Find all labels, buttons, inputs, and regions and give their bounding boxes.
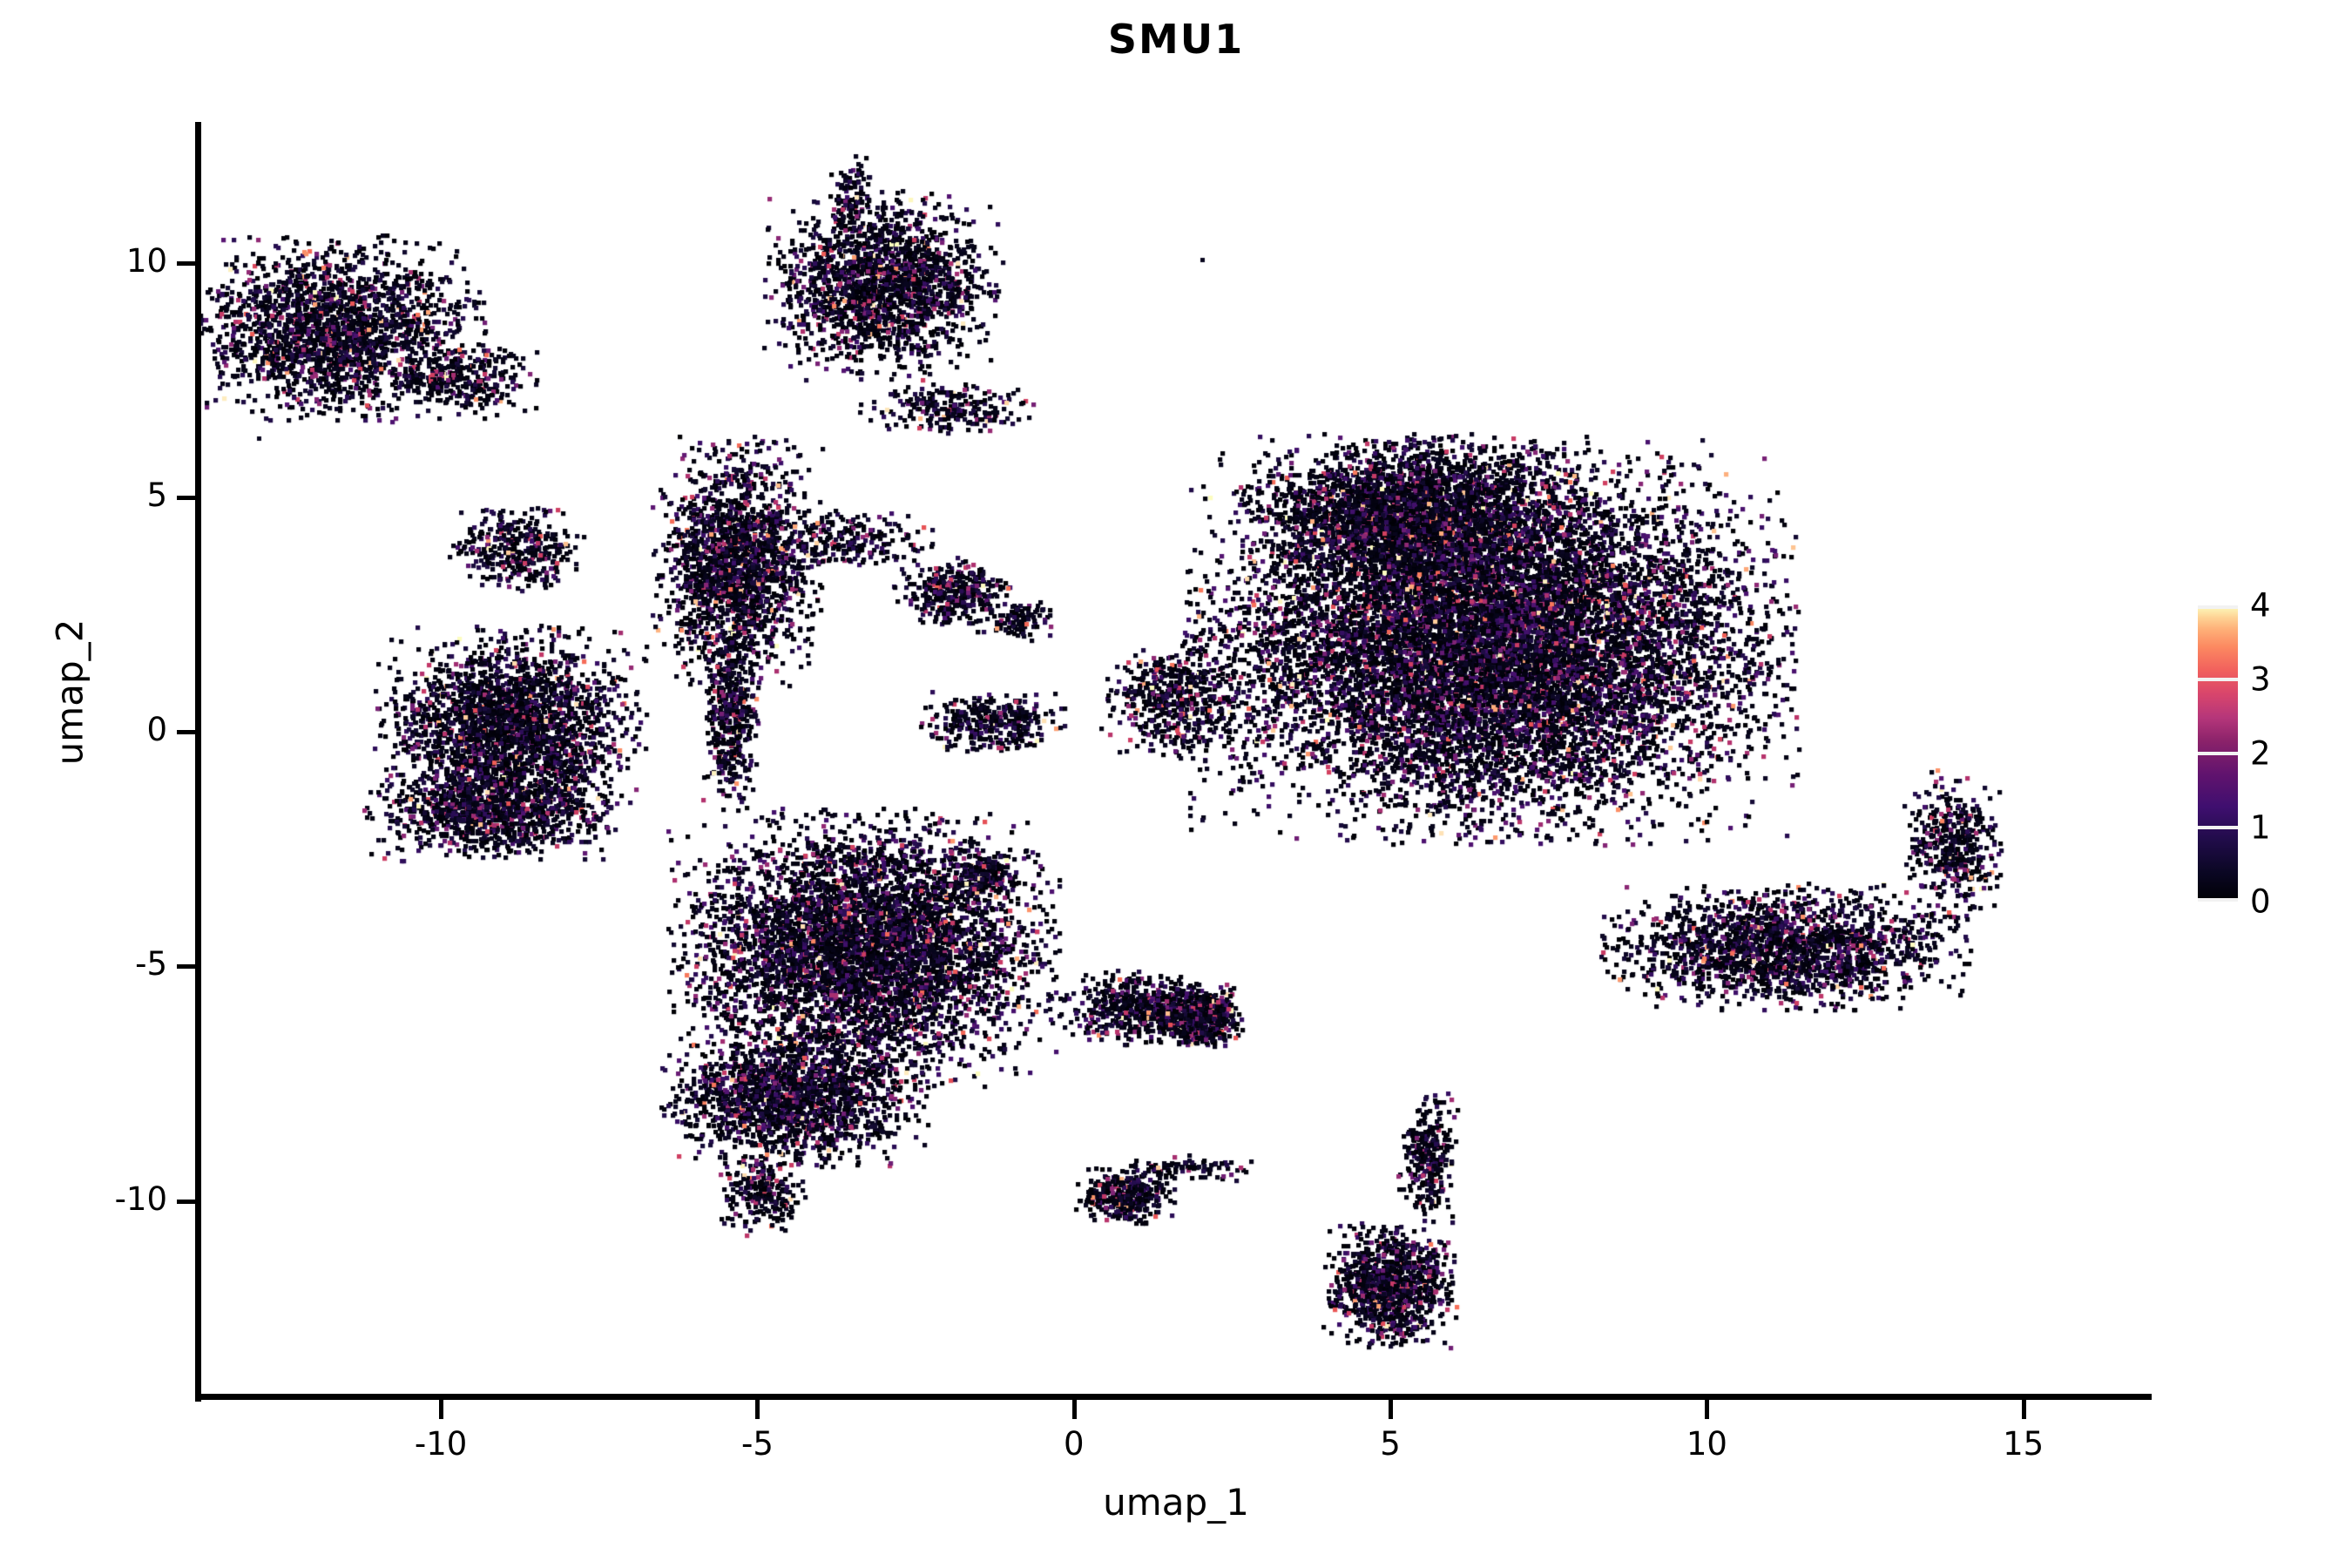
x-axis-label: umap_1 — [1103, 1481, 1249, 1524]
colorbar-tick-label: 2 — [2250, 734, 2271, 773]
y-tick-mark — [177, 964, 196, 970]
colorbar-tick-mark — [2198, 898, 2238, 902]
y-tick-label: 0 — [146, 711, 167, 749]
x-tick-label: -5 — [740, 1425, 774, 1463]
y-tick-label: -10 — [114, 1179, 167, 1218]
y-tick-label: 5 — [146, 476, 167, 514]
colorbar-tick-mark — [2198, 678, 2238, 681]
x-tick-label: 0 — [1063, 1425, 1085, 1463]
colorbar-tick-label: 0 — [2250, 882, 2271, 921]
colorbar-tick-mark — [2198, 605, 2238, 609]
x-tick-mark — [755, 1400, 760, 1419]
x-tick-mark — [2021, 1400, 2026, 1419]
x-tick-label: 10 — [1686, 1425, 1727, 1463]
y-axis-spine — [195, 122, 201, 1402]
colorbar-tick-label: 3 — [2250, 660, 2271, 699]
x-tick-mark — [1705, 1400, 1710, 1419]
x-tick-mark — [439, 1400, 444, 1419]
colorbar-tick-mark — [2198, 752, 2238, 755]
x-tick-mark — [1389, 1400, 1394, 1419]
x-tick-label: -10 — [414, 1425, 468, 1463]
y-tick-label: 10 — [125, 241, 167, 280]
x-tick-label: 5 — [1380, 1425, 1401, 1463]
y-tick-mark — [177, 260, 196, 266]
colorbar-tick-mark — [2198, 826, 2238, 829]
y-tick-label: -5 — [135, 945, 167, 983]
y-tick-mark — [177, 730, 196, 735]
y-axis-label: umap_2 — [48, 618, 91, 766]
x-tick-label: 15 — [2003, 1425, 2044, 1463]
colorbar-tick-label: 1 — [2250, 808, 2271, 847]
page-title: SMU1 — [1107, 16, 1245, 63]
x-tick-mark — [1071, 1400, 1077, 1419]
scatter-plot-canvas — [200, 122, 2150, 1398]
y-tick-mark — [177, 1199, 196, 1204]
y-tick-mark — [177, 495, 196, 500]
x-axis-spine — [200, 1394, 2152, 1400]
colorbar-tick-label: 4 — [2250, 586, 2271, 625]
